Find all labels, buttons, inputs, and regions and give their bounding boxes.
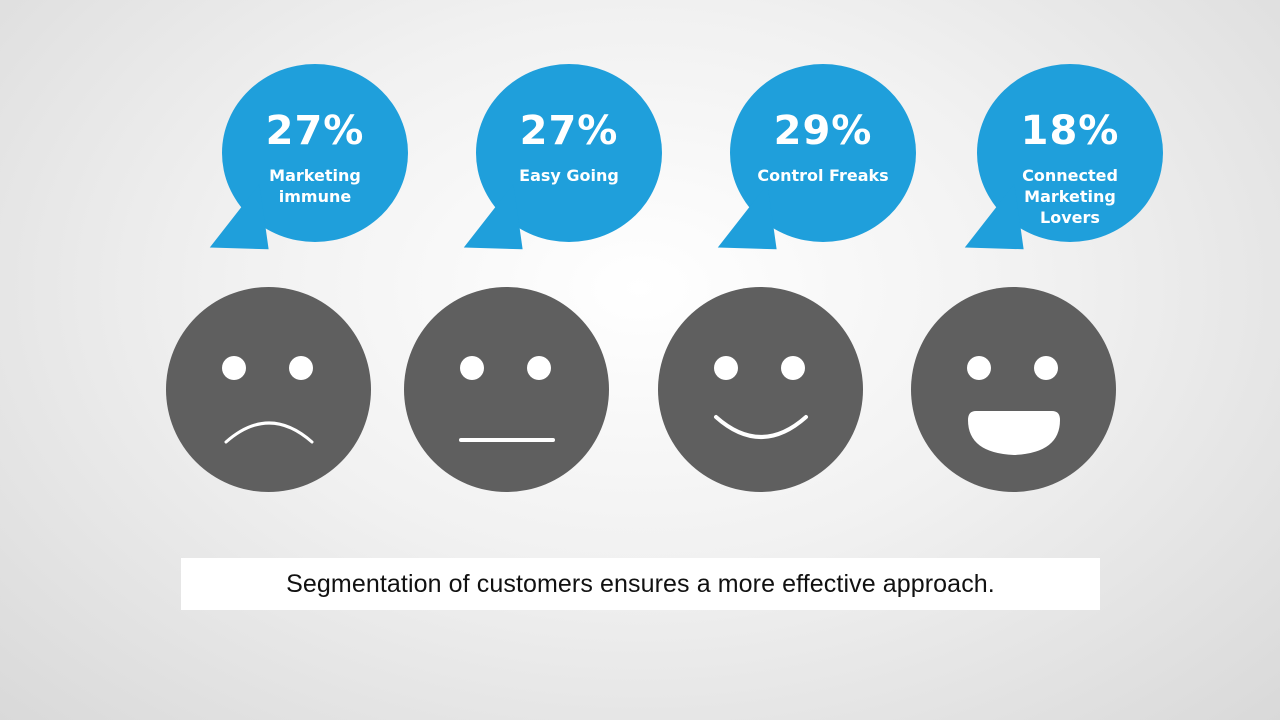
percentage-speech-bubble: 18% Connected Marketing Lovers [957,64,1163,258]
sad-face-icon [166,287,371,492]
neutral-face-icon [404,287,609,492]
smile-mouth [714,415,808,439]
right-eye [781,356,805,380]
segment-label: Marketing immune [269,166,361,206]
segment-percentage: 29% [773,108,873,154]
right-eye [527,356,551,380]
segment-connected-marketing-lovers: 18% Connected Marketing Lovers [905,0,1165,520]
neutral-mouth [459,438,555,442]
speech-bubble-tail [456,183,523,258]
segment-percentage: 27% [265,108,365,154]
speech-bubble-tail [710,183,777,258]
left-eye [714,356,738,380]
left-eye [460,356,484,380]
segment-percentage: 27% [519,108,619,154]
segment-marketing-immune: 27% Marketing immune [160,0,420,520]
right-eye [289,356,313,380]
segment-percentage: 18% [1020,108,1120,154]
frown-mouth [224,421,314,444]
caption-banner: Segmentation of customers ensures a more… [181,558,1100,610]
percentage-speech-bubble: 29% Control Freaks [710,64,916,258]
segment-label: Control Freaks [757,166,889,185]
percentage-speech-bubble: 27% Marketing immune [202,64,408,258]
segment-control-freaks: 29% Control Freaks [652,0,916,520]
caption-text: Segmentation of customers ensures a more… [286,569,995,598]
open-mouth [968,411,1060,455]
percentage-speech-bubble: 27% Easy Going [456,64,662,258]
segment-label: Easy Going [519,166,619,185]
right-eye [1034,356,1058,380]
segment-easy-going: 27% Easy Going [398,0,662,520]
laughing-face-icon [911,287,1116,492]
left-eye [967,356,991,380]
segment-label: Connected Marketing Lovers [1022,166,1118,227]
smiling-face-icon [658,287,863,492]
left-eye [222,356,246,380]
